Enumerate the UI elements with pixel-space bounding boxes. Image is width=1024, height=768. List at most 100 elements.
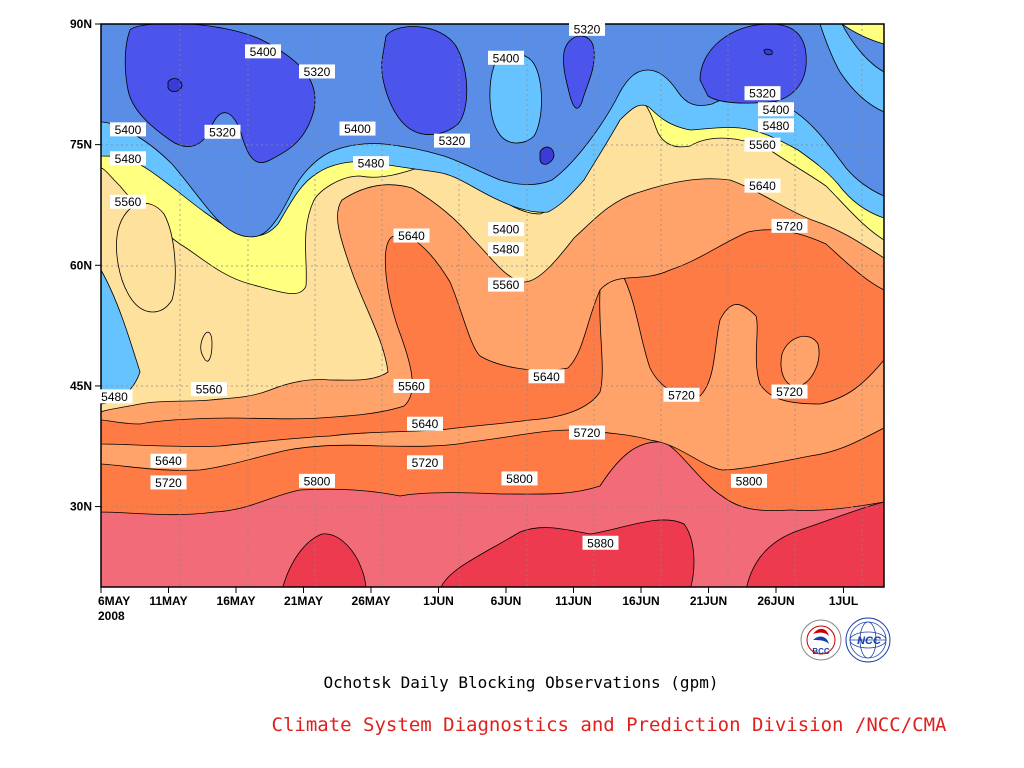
contour-label-value: 5400 (115, 123, 142, 137)
x-axis: 6MAY 11MAY 16MAY 21MAY 26MAY 1JUN 6JUN 11JUN 16J… (98, 587, 858, 608)
contour-label-value: 5480 (763, 119, 790, 133)
contour-label: 5480 (758, 118, 794, 133)
contour-label-box (204, 124, 241, 139)
contour-label-value: 5480 (493, 243, 520, 257)
contour-label-box (245, 44, 281, 59)
chart-caption: Ochotsk Daily Blocking Observations (gpm… (324, 673, 719, 692)
contour-label-value: 5640 (749, 179, 776, 193)
contour-label-box (488, 242, 524, 257)
contour-label-value: 5480 (115, 152, 142, 166)
low-5320-c (563, 35, 595, 109)
contour-label-value: 5320 (574, 22, 601, 36)
x-year-label: 2008 (98, 609, 125, 623)
contour-label: 5720 (771, 218, 808, 233)
low-5320-a (124, 24, 316, 163)
contour-label-box (758, 118, 794, 133)
high-5880-c (746, 501, 884, 587)
contour-labels: 5400 5320 5320 5400 5400 5320 5400 5320 5480 5480… (96, 21, 808, 550)
contour-label: 5720 (407, 455, 443, 470)
contour-label: 5400 (339, 121, 376, 136)
contour-label: 5560 (191, 382, 227, 397)
x-tick-label: 1JUL (829, 594, 858, 608)
contour-label-value: 5640 (398, 229, 425, 243)
x-tick-label: 16JUN (622, 594, 659, 608)
contour-label: 5800 (501, 471, 538, 486)
contour-label: 5480 (353, 156, 389, 171)
contour-label: 5720 (771, 384, 808, 399)
high-5880-b (440, 519, 695, 587)
contour-label-box (569, 425, 605, 440)
x-tick-label: 11MAY (149, 594, 187, 608)
x-tick-label: 26JUN (757, 594, 794, 608)
contour-label-box (407, 416, 443, 431)
contour-label: 5560 (110, 194, 146, 209)
contour-label-value: 5400 (250, 45, 277, 59)
contour-label-value: 5480 (101, 390, 128, 404)
contour-label-value: 5400 (344, 122, 371, 136)
x-tick-label: 21JUN (690, 594, 727, 608)
contour-label-box (731, 473, 767, 488)
contour-label-box (758, 102, 794, 117)
contour-label: 5560 (488, 277, 524, 292)
contour-label-value: 5720 (412, 456, 439, 470)
low-5320-b (381, 26, 468, 135)
grid-lines (101, 24, 884, 587)
x-tick-label: 16MAY (217, 594, 256, 608)
contour-label: 5400 (245, 44, 281, 59)
y-tick-label: 60N (70, 258, 92, 272)
x-tick-label: 11JUN (555, 594, 592, 608)
small-ring-mid (200, 331, 213, 362)
contour-label-box (299, 473, 335, 488)
bcc-logo: BCC (800, 619, 842, 661)
plot-frame (100, 23, 885, 588)
contour-label: 5640 (528, 369, 565, 384)
contour-label-value: 5720 (155, 476, 182, 490)
contour-label: 5720 (569, 425, 605, 440)
contour-label-box (407, 455, 443, 470)
contour-label-value: 5560 (115, 195, 142, 209)
x-tick-label: 6MAY (98, 594, 130, 608)
x-tick-label: 26MAY (352, 594, 391, 608)
contour-label-box (744, 86, 781, 101)
contour-label-value: 5400 (763, 103, 790, 117)
contour-label-box (663, 387, 700, 402)
contour-label-value: 5800 (736, 474, 763, 488)
low-5400-ring (489, 53, 542, 144)
contour-label-value: 5720 (574, 426, 601, 440)
contour-label: 5880 (582, 535, 619, 550)
contour-label: 5320 (434, 133, 470, 148)
cutoff-yellow-ne (841, 24, 884, 45)
contour-label-box (434, 133, 470, 148)
contour-label-value: 5720 (776, 385, 803, 399)
contour-label: 5640 (150, 453, 187, 468)
contour-label-box (501, 471, 538, 486)
contour-label: 5800 (299, 473, 335, 488)
contour-label-value: 5640 (412, 417, 439, 431)
contour-label-box (150, 475, 187, 490)
contour-label: 5320 (744, 86, 781, 101)
contour-label-value: 5880 (587, 536, 614, 550)
y-axis: 30N 45N 60N 75N 90N (70, 17, 101, 514)
contour-label-value: 5480 (358, 157, 385, 171)
x-tick-label: 6JUN (491, 594, 522, 608)
contour-label-box (110, 122, 146, 137)
contour-label-box (96, 389, 133, 404)
contour-label: 5800 (731, 473, 767, 488)
contour-label: 5320 (569, 21, 605, 36)
y-tick-label: 30N (70, 500, 92, 514)
contour-label-box (110, 151, 146, 166)
contour-label-value: 5320 (304, 65, 331, 79)
contour-label-box (582, 535, 619, 550)
y-tick-label: 45N (70, 379, 92, 393)
contour-label-value: 5400 (493, 223, 520, 237)
contour-label: 5640 (407, 416, 443, 431)
contour-label-value: 5800 (506, 472, 533, 486)
contour-label-value: 5320 (749, 87, 776, 101)
contour-label: 5640 (393, 228, 430, 243)
contour-label: 5720 (150, 475, 187, 490)
contour-label-value: 5640 (155, 454, 182, 468)
contour-label: 5480 (110, 151, 146, 166)
y-tick-label: 90N (70, 17, 92, 31)
contour-label: 5560 (393, 378, 430, 393)
contour-label: 5400 (488, 50, 524, 65)
